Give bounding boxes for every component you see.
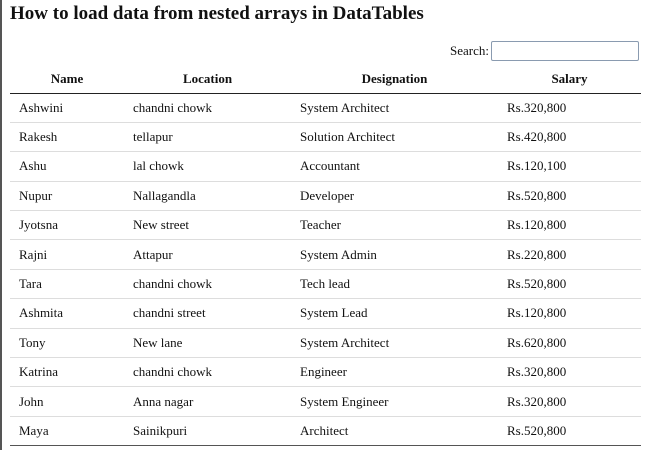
cell-salary: Rs.120,800 — [498, 210, 641, 240]
cell-salary: Rs.320,800 — [507, 99, 567, 115]
data-table: Name Location Designation Salary Ashwini… — [10, 66, 641, 447]
search-container: Search: — [450, 40, 639, 62]
cell-location: Sainikpuri — [124, 415, 291, 447]
cell-location: chandni chowk — [124, 268, 291, 299]
cell-salary: Rs.120,100 — [498, 151, 641, 182]
cell-salary: Rs.620,800 — [498, 327, 641, 358]
table-row: Tony New lane System Architect Rs.620,80… — [10, 327, 641, 358]
column-header-salary[interactable]: Salary — [498, 66, 641, 94]
cell-location: Nallagandla — [124, 180, 291, 211]
cell-location: Anna nagar — [124, 386, 291, 417]
table-row: Ashu lal chowk Accountant Rs.120,100 — [10, 151, 641, 182]
table-header-row: Name Location Designation Salary — [10, 66, 641, 94]
column-header-designation[interactable]: Designation — [291, 66, 498, 94]
cell-salary: Rs.420,800 — [498, 121, 641, 152]
cell-designation: System Architect — [291, 327, 498, 358]
search-input[interactable] — [491, 41, 639, 61]
cell-name: Nupur — [10, 180, 124, 211]
cell-salary: Rs.520,800 — [498, 415, 641, 447]
cell-name: Ashmita — [10, 298, 124, 329]
cell-designation: Architect — [291, 415, 498, 447]
cell-name: Katrina — [10, 357, 124, 387]
table-row: Rakesh tellapur Solution Architect Rs.42… — [10, 121, 641, 152]
table-row: Ashmita chandni street System Lead Rs.12… — [10, 298, 641, 329]
cell-name: Rakesh — [10, 121, 124, 152]
cell-name: Maya — [10, 415, 124, 447]
table-row: John Anna nagar System Engineer Rs.320,8… — [10, 386, 641, 417]
cell-designation: Developer — [291, 180, 498, 211]
cell-location: chandni chowk — [124, 357, 291, 387]
cell-location: chandni street — [124, 298, 291, 329]
table-row: Tara chandni chowk Tech lead Rs.520,800 — [10, 268, 641, 299]
cell-designation: System Architect — [300, 99, 390, 115]
cell-designation: System Lead — [291, 298, 498, 329]
column-header-location[interactable]: Location — [124, 66, 291, 94]
cell-location: New street — [124, 210, 291, 240]
cell-designation: Solution Architect — [291, 121, 498, 152]
page-title: How to load data from nested arrays in D… — [10, 3, 424, 24]
cell-location: Attapur — [124, 239, 291, 270]
search-label: Search: — [450, 43, 489, 58]
cell-salary: Rs.520,800 — [498, 268, 641, 299]
cell-name: Tara — [10, 268, 124, 299]
cell-name: Jyotsna — [10, 210, 124, 240]
cell-salary: Rs.320,800 — [498, 357, 641, 387]
table-row: Maya Sainikpuri Architect Rs.520,800 — [10, 415, 641, 447]
cell-designation: Tech lead — [291, 268, 498, 299]
cell-name: Ashwini — [19, 99, 64, 115]
cell-salary: Rs.520,800 — [498, 180, 641, 211]
cell-designation: Teacher — [291, 210, 498, 240]
cell-designation: Accountant — [291, 151, 498, 182]
cell-name: John — [10, 386, 124, 417]
cell-location: New lane — [124, 327, 291, 358]
cell-name: Ashu — [10, 151, 124, 182]
column-header-name[interactable]: Name — [10, 66, 124, 94]
cell-location: lal chowk — [124, 151, 291, 182]
table-row: Nupur Nallagandla Developer Rs.520,800 — [10, 180, 641, 211]
cell-name: Tony — [10, 327, 124, 358]
table-row: Katrina chandni chowk Engineer Rs.320,80… — [10, 357, 641, 387]
cell-salary: Rs.320,800 — [498, 386, 641, 417]
table-row: Jyotsna New street Teacher Rs.120,800 — [10, 210, 641, 240]
cell-designation: System Engineer — [291, 386, 498, 417]
cell-location: chandni chowk — [133, 99, 213, 115]
cell-designation: Engineer — [291, 357, 498, 387]
cell-name: Rajni — [10, 239, 124, 270]
cell-designation: System Admin — [291, 239, 498, 270]
cell-salary: Rs.120,800 — [498, 298, 641, 329]
cell-salary: Rs.220,800 — [498, 239, 641, 270]
cell-location: tellapur — [124, 121, 291, 152]
table-row: Rajni Attapur System Admin Rs.220,800 — [10, 239, 641, 270]
table-row: Ashwini chandni chowk System Architect R… — [10, 93, 641, 122]
